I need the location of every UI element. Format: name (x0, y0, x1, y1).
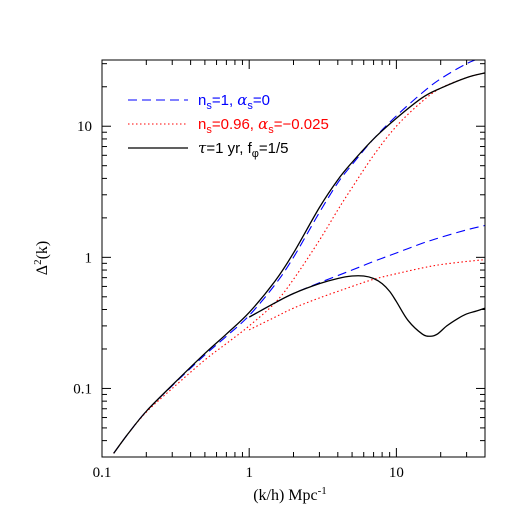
x-tick-label: 1 (245, 465, 253, 481)
y-axis-title: Δ2(k) (32, 241, 51, 275)
legend: ns=1, αs=0 ns=0.96, αs=−0.025 τ=1 yr, fφ=1… (128, 91, 329, 160)
x-tick-label: 10 (389, 465, 404, 481)
legend-label: ns=0.96, αs=−0.025 (198, 115, 329, 136)
y-tick-label: 10 (77, 119, 92, 135)
x-axis-title: (k/h) Mpc-1 (253, 485, 327, 504)
legend-label: τ=1 yr, fφ=1/5 (198, 139, 289, 160)
legend-label: ns=1, αs=0 (198, 91, 270, 112)
series-1-curve-1 (248, 259, 485, 331)
series-1-curve-0 (113, 72, 485, 454)
curves-layer (113, 60, 485, 454)
y-tick-label: 1 (85, 250, 93, 266)
series-2-curve-1 (248, 275, 485, 337)
axis-ticks (101, 60, 486, 458)
series-0-curve-1 (248, 224, 485, 318)
y-tick-label: 0.1 (73, 381, 92, 397)
tick-labels: 0.1 1 10 0.1 1 10 (73, 119, 404, 481)
x-tick-label: 0.1 (93, 465, 112, 481)
series-2-curve-0 (113, 72, 485, 454)
